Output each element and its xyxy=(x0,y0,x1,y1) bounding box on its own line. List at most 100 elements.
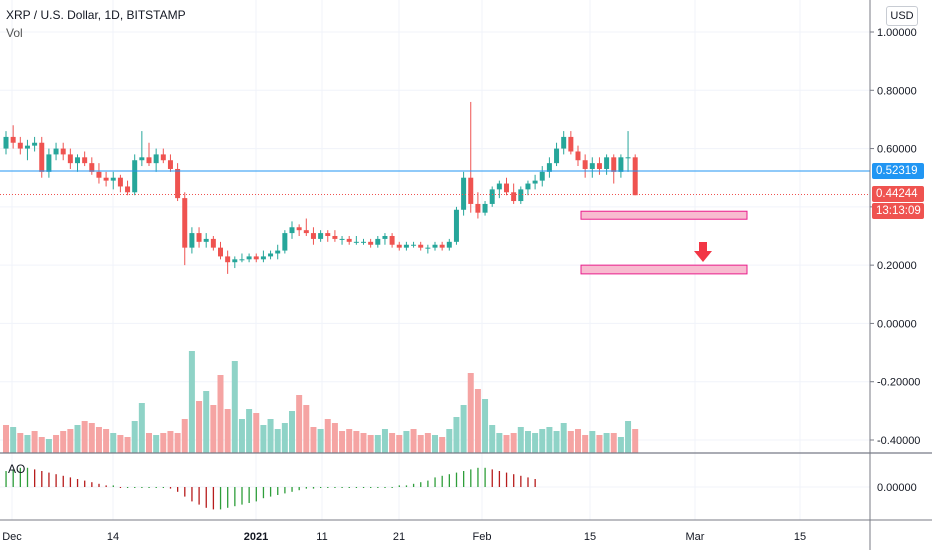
volume-bar xyxy=(53,435,60,453)
ao-bar xyxy=(119,487,122,488)
volume-bar xyxy=(610,433,617,453)
volume-bar xyxy=(95,427,102,453)
ao-histogram xyxy=(5,467,536,510)
candle-body xyxy=(17,142,23,149)
volume-bar xyxy=(539,429,546,453)
candle-body xyxy=(210,238,216,248)
candle-body xyxy=(496,183,502,190)
candle-body xyxy=(532,180,538,184)
candle-body xyxy=(196,233,202,242)
symbol-title[interactable]: XRP / U.S. Dollar, 1D, BITSTAMP xyxy=(6,8,186,22)
candle-body xyxy=(67,154,73,164)
ao-bar xyxy=(126,487,129,488)
candle-body xyxy=(232,259,238,263)
volume-bar xyxy=(138,403,145,453)
candle-body xyxy=(339,238,345,240)
ao-bar xyxy=(91,482,93,487)
candle-body xyxy=(396,244,402,248)
volume-bar xyxy=(267,419,274,453)
ao-bar xyxy=(55,474,57,487)
ao-legend[interactable]: AO xyxy=(8,462,26,476)
ao-bar xyxy=(62,475,64,487)
ao-bar xyxy=(76,479,79,487)
x-tick-label: 14 xyxy=(107,531,119,543)
candle-body xyxy=(160,154,166,161)
candle-body xyxy=(625,157,631,159)
volume-bar xyxy=(160,433,167,453)
volume-bar xyxy=(196,401,203,453)
candle-body xyxy=(89,163,95,172)
volume-bar xyxy=(274,429,281,453)
candle-body xyxy=(239,259,245,261)
ao-bar xyxy=(12,469,14,487)
volume-bar xyxy=(231,361,238,453)
volume-bar xyxy=(410,429,417,453)
ao-bar xyxy=(434,477,436,487)
ao-bar xyxy=(212,487,215,510)
last-price-tag: 0.44244 xyxy=(872,186,924,203)
candle-body xyxy=(361,241,366,243)
ao-bar xyxy=(470,469,472,487)
x-tick-label: Dec xyxy=(2,531,22,543)
ao-bar xyxy=(5,471,7,487)
ao-bar xyxy=(463,471,465,487)
volume-legend[interactable]: Vol xyxy=(6,26,23,40)
ao-bar xyxy=(520,475,522,487)
ao-bar xyxy=(269,487,272,497)
volume-bar xyxy=(296,395,303,453)
volume-bar xyxy=(317,429,324,453)
volume-bar xyxy=(482,399,489,453)
volume-bar xyxy=(174,433,181,453)
y-tick-label: 0.20000 xyxy=(877,260,917,272)
currency-button[interactable]: USD xyxy=(886,6,918,26)
volume-bar xyxy=(67,429,74,453)
ao-bar xyxy=(384,487,386,488)
volume-bar xyxy=(339,431,346,453)
volume-bar xyxy=(524,431,531,453)
candle-body xyxy=(489,189,495,204)
candle-body xyxy=(53,148,59,155)
ao-bar xyxy=(141,487,143,488)
volume-bar xyxy=(153,435,160,453)
candle-body xyxy=(554,148,560,164)
candle-body xyxy=(117,177,123,187)
candle-body xyxy=(604,157,610,169)
ao-bar xyxy=(198,487,200,505)
volume-bar xyxy=(253,413,260,453)
ao-bar xyxy=(255,487,257,502)
ao-bar xyxy=(291,487,293,492)
candle-body xyxy=(275,250,281,254)
volume-bar xyxy=(417,435,424,453)
support-zone xyxy=(580,210,748,220)
volume-bar xyxy=(567,431,574,453)
candle-body xyxy=(39,142,45,172)
volume-bar xyxy=(45,439,52,453)
candle-body xyxy=(353,241,359,243)
candle-body xyxy=(346,238,352,242)
candle-body xyxy=(518,189,524,202)
ao-bar xyxy=(505,472,508,487)
ao-bar xyxy=(248,487,250,503)
candle-body xyxy=(182,198,188,248)
volume-bar xyxy=(625,421,632,453)
ao-bar xyxy=(227,487,229,508)
volume-bar xyxy=(403,431,410,453)
volume-bar xyxy=(131,421,138,453)
volume-bar xyxy=(453,417,460,453)
y-tick-label: 0.00000 xyxy=(877,318,917,330)
candle-body xyxy=(60,148,66,155)
candle-body xyxy=(632,157,638,196)
volume-bar xyxy=(353,431,360,453)
candle-body xyxy=(511,192,517,202)
volume-bar xyxy=(381,429,388,453)
volume-bar xyxy=(260,425,267,453)
volume-bar xyxy=(553,431,560,453)
countdown-tag: 13:13:09 xyxy=(872,203,924,220)
candle-body xyxy=(75,157,80,164)
candle-body xyxy=(611,157,617,172)
candle-body xyxy=(32,142,38,146)
ao-bar xyxy=(155,487,157,488)
candle-body xyxy=(461,177,467,210)
ao-bar xyxy=(162,487,164,488)
volume-bar xyxy=(310,427,317,453)
